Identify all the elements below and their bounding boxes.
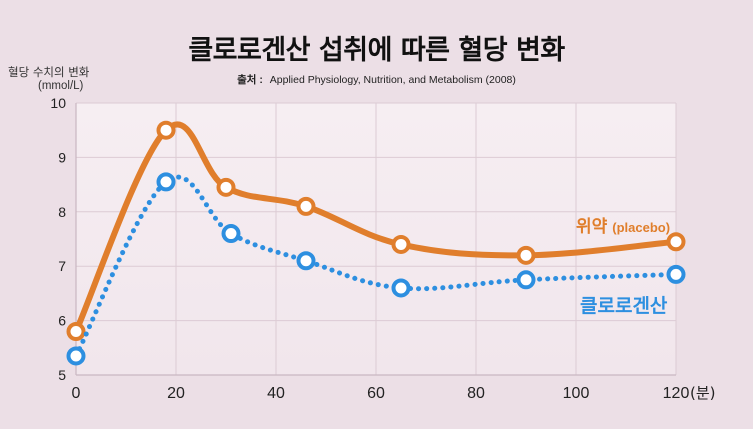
data-point-placebo	[391, 234, 411, 254]
x-unit-label: (분)	[690, 384, 716, 402]
data-point-chlorogenic-acid	[296, 251, 316, 271]
x-tick-label: 120	[663, 385, 690, 402]
y-tick-label: 5	[58, 367, 66, 383]
y-axis-unit: (mmol/L)	[38, 80, 84, 92]
y-tick-label: 9	[58, 149, 66, 165]
data-point-chlorogenic-acid	[156, 172, 176, 192]
series-line-chlorogenic-acid	[73, 174, 679, 359]
data-point-placebo	[156, 120, 176, 140]
data-point-placebo	[296, 196, 316, 216]
y-tick-label: 8	[58, 204, 66, 220]
data-point-placebo	[666, 232, 686, 252]
x-tick-label: 40	[267, 385, 285, 402]
x-tick-label: 80	[467, 385, 485, 402]
data-point-chlorogenic-acid	[666, 264, 686, 284]
y-tick-label: 6	[58, 313, 66, 329]
x-tick-label: 20	[167, 385, 185, 402]
chart-source: 출처 : Applied Physiology, Nutrition, and …	[0, 72, 753, 87]
chart-title: 클로로겐산 섭취에 따른 혈당 변화	[188, 35, 565, 66]
x-tick-label: 60	[367, 385, 385, 402]
x-tick-label: 100	[563, 385, 590, 402]
data-point-placebo	[216, 177, 236, 197]
x-tick-label: 0	[72, 385, 81, 402]
data-point-chlorogenic-acid	[391, 278, 411, 298]
source-label: 출처 :	[237, 74, 263, 86]
data-point-placebo	[516, 245, 536, 265]
legend-placebo-sub: (placebo)	[612, 220, 670, 235]
data-point-placebo	[66, 321, 86, 341]
data-point-chlorogenic-acid	[221, 224, 241, 244]
y-tick-label: 7	[58, 258, 66, 274]
y-axis-label: 혈당 수치의 변화	[8, 65, 90, 79]
legend-placebo: 위약 (placebo)	[576, 216, 670, 237]
data-point-chlorogenic-acid	[516, 270, 536, 290]
legend-placebo-name: 위약	[576, 216, 608, 237]
y-tick-label: 10	[50, 95, 66, 111]
legend-chlorogenic-acid: 클로로겐산	[580, 295, 668, 317]
data-point-chlorogenic-acid	[66, 346, 86, 366]
source-text: Applied Physiology, Nutrition, and Metab…	[269, 74, 516, 86]
